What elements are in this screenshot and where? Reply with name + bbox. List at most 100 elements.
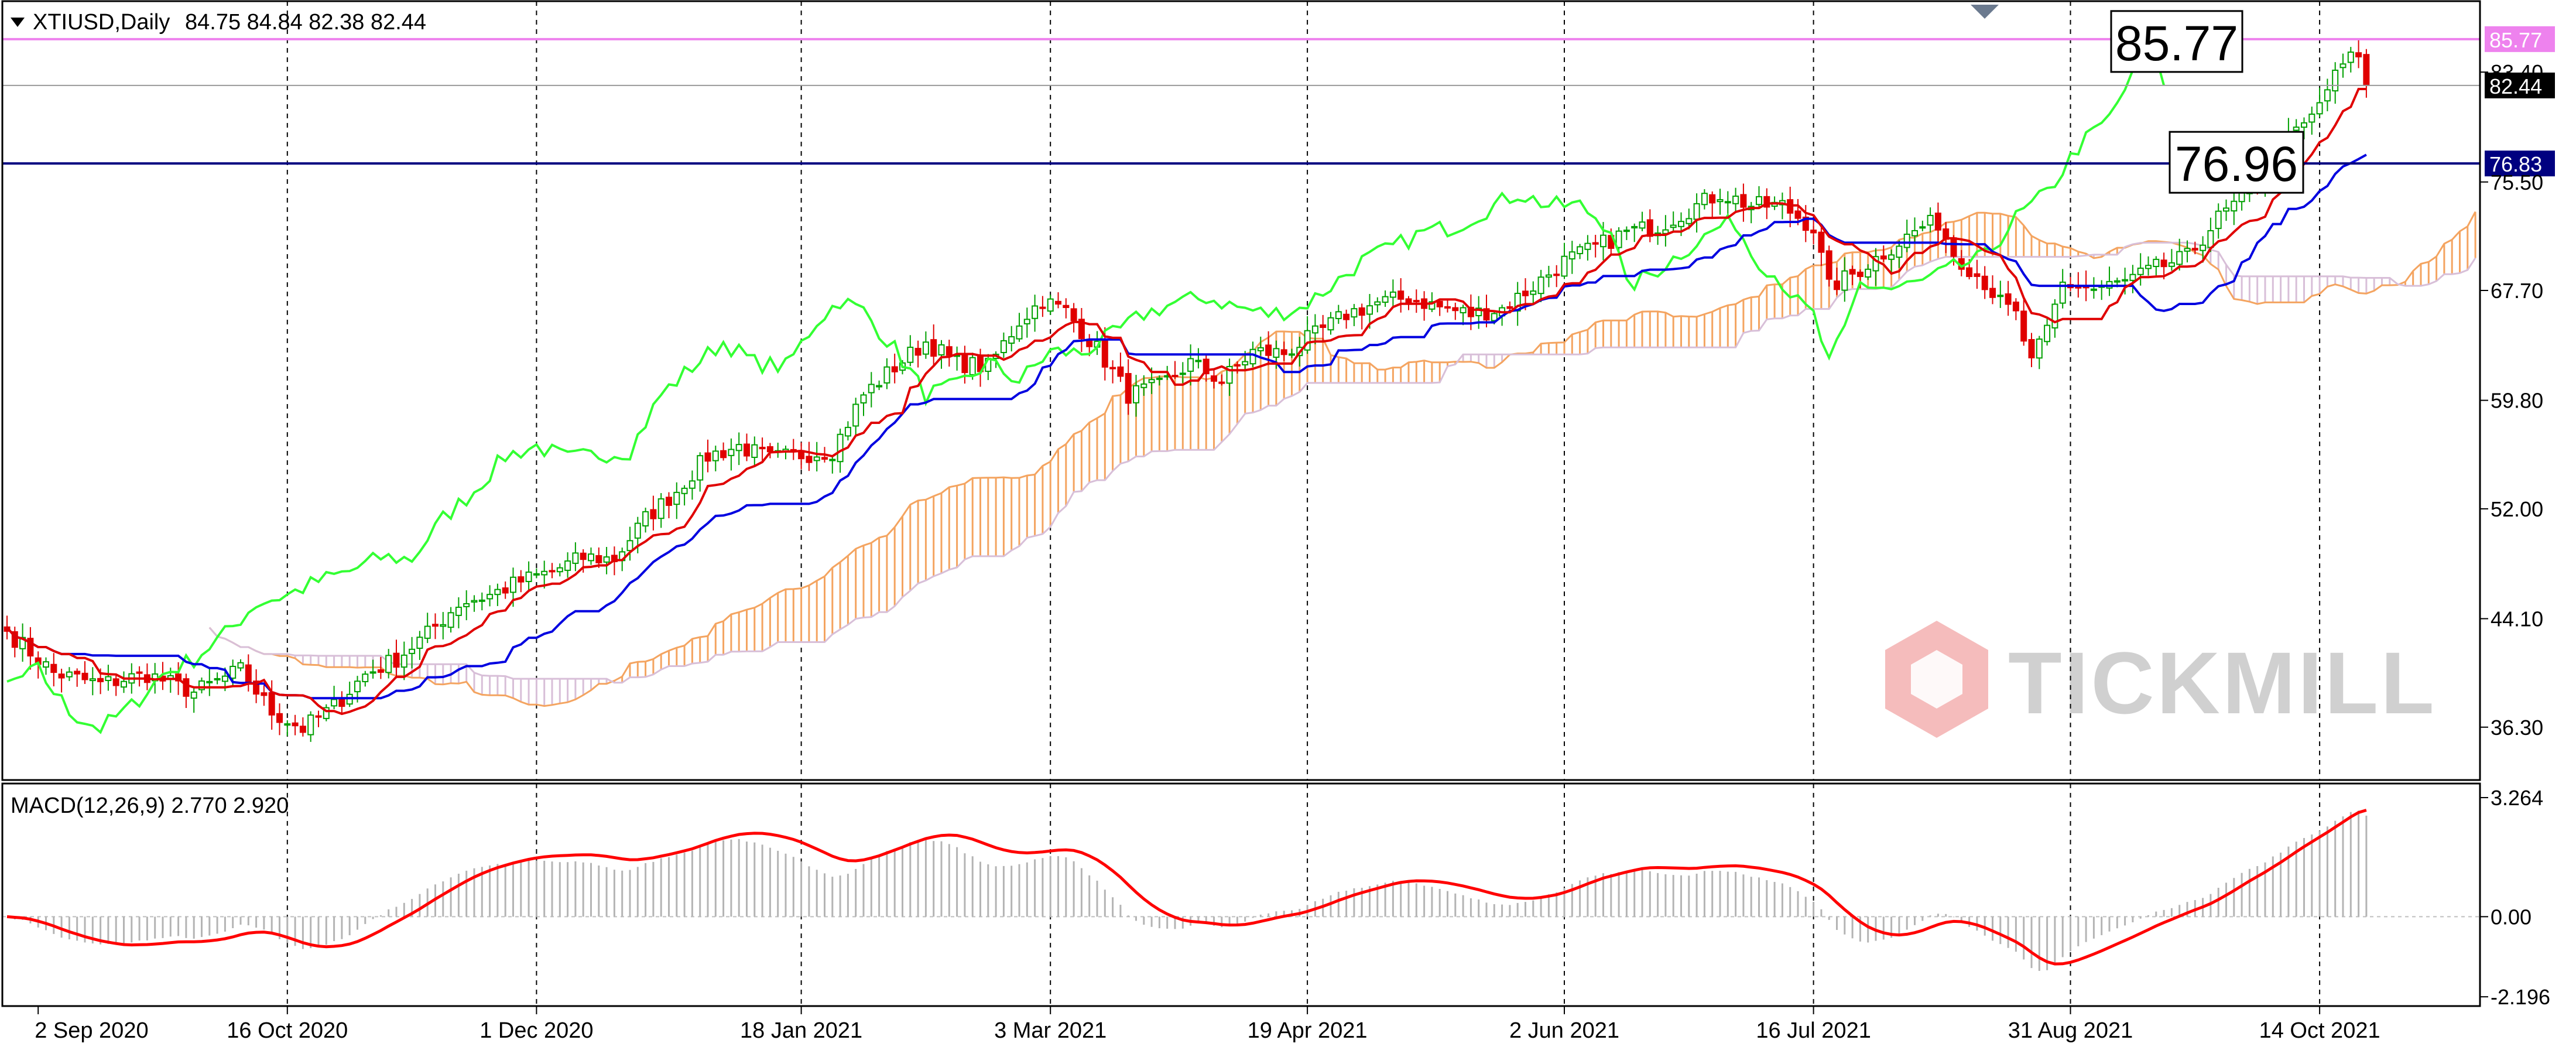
candle-body bbox=[564, 560, 571, 571]
candle-body bbox=[1179, 372, 1186, 375]
candle-body bbox=[1934, 213, 1941, 231]
candle-body bbox=[1374, 301, 1381, 306]
candle-body bbox=[2090, 288, 2097, 291]
candle-body bbox=[2051, 303, 2058, 329]
candle-body bbox=[1257, 347, 1264, 351]
candle-body bbox=[2355, 52, 2362, 57]
candle-body bbox=[1226, 365, 1233, 384]
candle-body bbox=[237, 662, 244, 669]
candle-body bbox=[1888, 254, 1895, 260]
candle-body bbox=[354, 680, 361, 693]
candle-body bbox=[938, 344, 945, 356]
candle-body bbox=[1101, 340, 1108, 368]
candle-body bbox=[81, 672, 88, 680]
candle-body bbox=[806, 456, 813, 463]
candle-body bbox=[1413, 300, 1420, 303]
candle-body bbox=[1405, 298, 1412, 304]
candle-body bbox=[1577, 246, 1584, 255]
price-tick-label: 52.00 bbox=[2491, 497, 2543, 521]
candle-body bbox=[2122, 279, 2129, 282]
candle-body bbox=[1171, 375, 1179, 378]
candle-body bbox=[1763, 196, 1770, 208]
candle-body bbox=[471, 600, 478, 603]
symbol-dropdown-icon[interactable] bbox=[11, 18, 25, 27]
candle-body bbox=[2160, 259, 2167, 268]
symbol-label: XTIUSD,Daily bbox=[33, 10, 170, 35]
candle-body bbox=[2020, 310, 2027, 342]
candle-body bbox=[487, 594, 494, 600]
candle-body bbox=[907, 347, 914, 363]
candle-body bbox=[1397, 290, 1405, 300]
candle-body bbox=[1389, 291, 1396, 298]
candle-body bbox=[1717, 199, 1724, 203]
candle-body bbox=[89, 678, 96, 682]
candle-body bbox=[1125, 373, 1132, 404]
candle-body bbox=[1320, 324, 1327, 329]
candle-body bbox=[136, 671, 143, 674]
level-callout-text: 85.77 bbox=[2115, 16, 2238, 71]
candle-body bbox=[1950, 237, 1957, 257]
candle-body bbox=[2215, 210, 2222, 230]
candle-body bbox=[533, 573, 540, 576]
price-tick-label: 44.10 bbox=[2491, 607, 2543, 631]
candle-body bbox=[1794, 210, 1801, 219]
candle-body bbox=[315, 715, 322, 718]
candle-body bbox=[229, 665, 237, 679]
candle-body bbox=[2184, 248, 2191, 252]
candle-body bbox=[650, 509, 657, 519]
candle-body bbox=[580, 552, 587, 560]
candle-body bbox=[1358, 307, 1365, 316]
candle-body bbox=[510, 576, 516, 593]
candle-body bbox=[1483, 308, 1490, 321]
candle-body bbox=[1327, 317, 1334, 331]
candle-body bbox=[2137, 268, 2144, 275]
price-tick-label: 75.50 bbox=[2491, 170, 2543, 194]
candle-body bbox=[494, 589, 501, 596]
candle-body bbox=[447, 612, 454, 628]
candle-body bbox=[922, 341, 929, 355]
candle-body bbox=[673, 491, 680, 505]
candle-body bbox=[2005, 293, 2012, 305]
candle-body bbox=[1211, 375, 1217, 382]
candle-body bbox=[1444, 306, 1451, 309]
candle-body bbox=[914, 348, 922, 356]
candle-body bbox=[876, 385, 883, 388]
senkou-span-a-line bbox=[208, 211, 2476, 707]
candle-body bbox=[432, 624, 439, 627]
candle-body bbox=[852, 403, 859, 427]
candle-body bbox=[1856, 271, 1864, 278]
candle-body bbox=[1335, 311, 1342, 319]
candle-body bbox=[2145, 265, 2152, 269]
candle-body bbox=[969, 357, 976, 375]
candle-body bbox=[1631, 225, 1638, 229]
candle-body bbox=[1662, 229, 1669, 234]
candle-body bbox=[1615, 230, 1622, 248]
candle-body bbox=[1133, 385, 1139, 403]
candle-body bbox=[292, 722, 299, 727]
x-tick-label: 1 Dec 2020 bbox=[479, 1018, 593, 1043]
candle-body bbox=[2339, 63, 2347, 69]
candle-body bbox=[1592, 242, 1599, 245]
candle-body bbox=[74, 671, 81, 675]
candle-body bbox=[1218, 381, 1225, 384]
candle-body bbox=[221, 675, 228, 682]
shift-marker-icon[interactable] bbox=[1971, 5, 1999, 19]
candle-body bbox=[883, 366, 890, 384]
macd-tick-label: 0.00 bbox=[2491, 905, 2532, 929]
candle-body bbox=[1234, 364, 1241, 367]
main-pane-frame bbox=[1, 0, 2481, 781]
candle-body bbox=[1273, 348, 1280, 358]
candle-body bbox=[1880, 255, 1887, 260]
candle-body bbox=[1522, 290, 1529, 296]
candle-body bbox=[634, 522, 641, 539]
candle-body bbox=[377, 669, 384, 673]
candle-body bbox=[261, 692, 268, 696]
candle-body bbox=[1919, 226, 1926, 229]
candle-body bbox=[43, 661, 49, 668]
candle-body bbox=[245, 664, 252, 684]
candle-body bbox=[1460, 307, 1467, 314]
candle-body bbox=[2324, 89, 2331, 102]
candle-body bbox=[1055, 300, 1061, 305]
candle-body bbox=[2191, 248, 2198, 251]
